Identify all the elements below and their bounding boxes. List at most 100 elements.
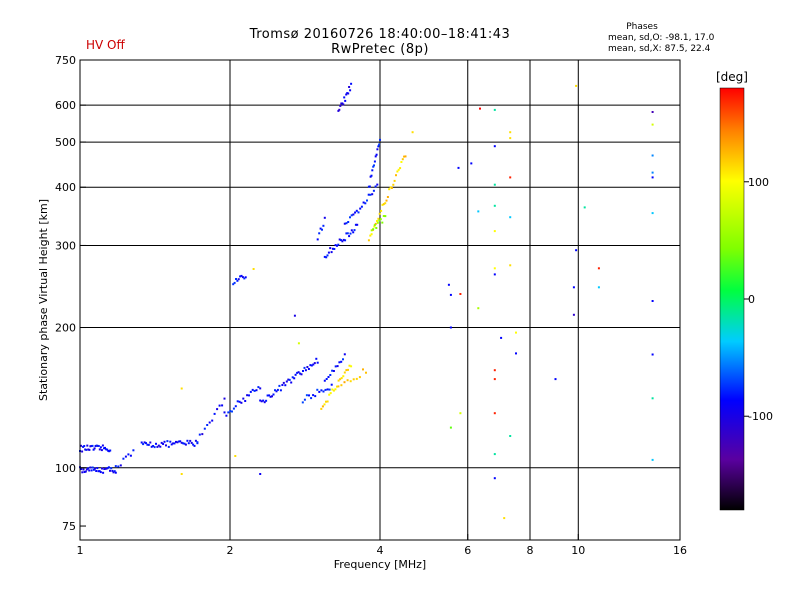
- data-point: [509, 264, 512, 267]
- data-point: [99, 446, 102, 449]
- data-point: [249, 390, 252, 393]
- data-point: [303, 398, 306, 401]
- data-point: [229, 410, 232, 413]
- data-point: [319, 227, 322, 230]
- data-point: [403, 155, 406, 158]
- data-point: [477, 307, 480, 310]
- data-point: [369, 193, 372, 196]
- data-point: [307, 368, 310, 370]
- data-point: [316, 238, 319, 241]
- data-point: [374, 185, 377, 188]
- data-point: [88, 469, 91, 472]
- data-point: [236, 279, 239, 282]
- data-point: [340, 360, 343, 363]
- data-point: [327, 251, 330, 254]
- data-point: [246, 394, 249, 397]
- data-point: [143, 441, 146, 444]
- data-point: [83, 471, 86, 473]
- data-point: [332, 389, 335, 392]
- data-point: [380, 209, 383, 212]
- data-point: [355, 209, 358, 212]
- data-point: [515, 331, 517, 334]
- data-point: [651, 123, 654, 126]
- data-point: [349, 216, 351, 219]
- data-point: [96, 467, 99, 470]
- data-point: [373, 224, 376, 227]
- data-point: [231, 410, 233, 413]
- x-tick-label: 8: [527, 544, 534, 557]
- data-point: [572, 313, 575, 316]
- data-point: [98, 470, 101, 473]
- data-point: [392, 183, 395, 186]
- data-point: [343, 96, 346, 99]
- data-point: [183, 442, 186, 445]
- data-point: [350, 214, 353, 217]
- data-point: [192, 443, 195, 446]
- data-point: [583, 206, 586, 209]
- data-point: [236, 400, 239, 403]
- data-point: [344, 99, 347, 102]
- data-point: [347, 92, 350, 95]
- data-point: [651, 458, 654, 461]
- data-point: [169, 440, 172, 443]
- data-point: [97, 445, 100, 447]
- data-point: [378, 143, 381, 146]
- data-point: [165, 444, 167, 447]
- data-point: [114, 471, 117, 474]
- data-point: [213, 412, 216, 415]
- data-point: [86, 444, 89, 447]
- data-point: [87, 467, 90, 470]
- data-point: [284, 384, 287, 387]
- data-point: [329, 247, 332, 250]
- data-point: [182, 442, 185, 445]
- data-point: [349, 232, 352, 235]
- data-point: [323, 255, 326, 258]
- data-point: [85, 448, 88, 451]
- data-point: [350, 365, 353, 368]
- data-point: [345, 369, 348, 372]
- data-point: [379, 138, 381, 141]
- data-point: [127, 453, 130, 456]
- data-point: [352, 213, 355, 216]
- data-point: [234, 405, 237, 408]
- data-point: [373, 160, 376, 163]
- data-point: [152, 445, 155, 447]
- data-point: [81, 450, 84, 453]
- data-point: [106, 467, 109, 470]
- data-point: [243, 277, 246, 280]
- data-point: [355, 377, 358, 380]
- data-point: [459, 412, 462, 415]
- data-point: [338, 108, 341, 111]
- data-point: [323, 403, 326, 406]
- data-point: [101, 467, 103, 470]
- data-point: [350, 229, 353, 232]
- data-point: [651, 111, 654, 113]
- data-point: [345, 232, 348, 235]
- data-point: [350, 82, 353, 85]
- x-tick-label: 4: [377, 544, 384, 557]
- data-point: [89, 445, 92, 448]
- data-point: [203, 427, 206, 430]
- data-point: [316, 361, 319, 364]
- data-point: [240, 401, 243, 404]
- data-point: [371, 169, 374, 172]
- data-point: [323, 216, 326, 219]
- data-point: [153, 446, 156, 449]
- data-point: [390, 187, 393, 189]
- data-point: [333, 248, 336, 250]
- data-point: [354, 211, 357, 214]
- scatter-points: [79, 82, 654, 520]
- data-point: [334, 244, 337, 247]
- data-point: [109, 449, 112, 452]
- data-point: [293, 314, 296, 317]
- data-point: [318, 390, 321, 393]
- data-point: [232, 407, 235, 410]
- data-point: [651, 176, 654, 179]
- data-point: [339, 104, 342, 107]
- data-point: [334, 365, 337, 368]
- data-point: [94, 467, 96, 470]
- data-point: [651, 353, 654, 356]
- data-point: [98, 448, 101, 451]
- data-point: [294, 373, 297, 376]
- data-point: [459, 293, 462, 295]
